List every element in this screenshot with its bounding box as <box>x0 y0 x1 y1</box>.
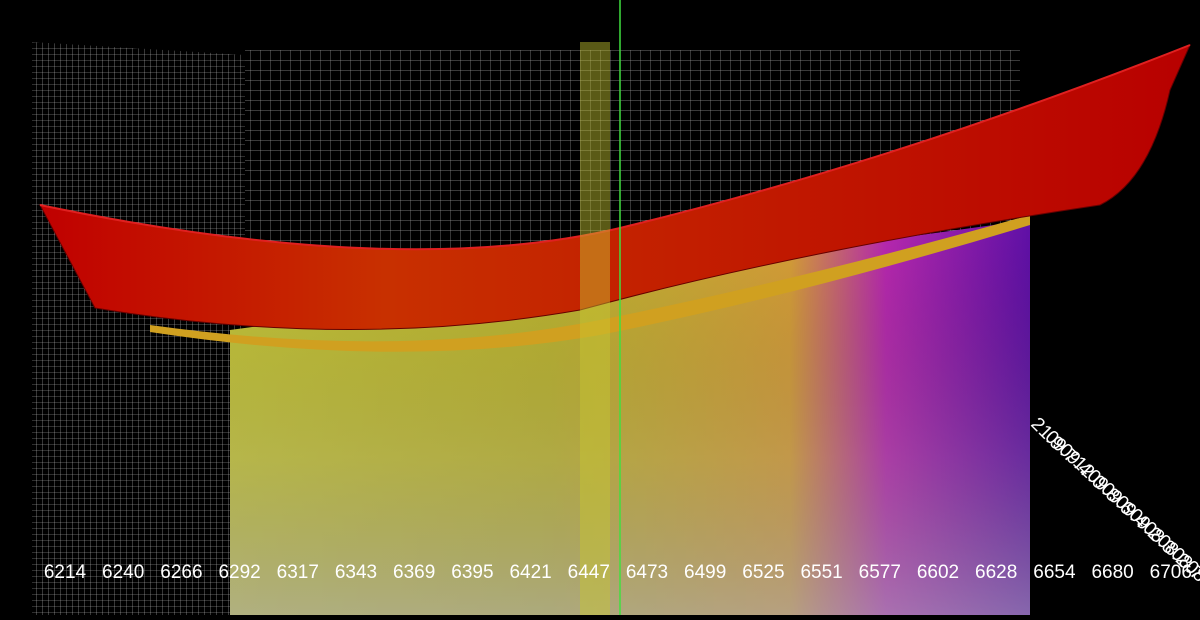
lower-ribbon <box>150 215 1030 352</box>
slice-plane <box>580 42 610 615</box>
x-axis-label: 6706 <box>1150 562 1192 583</box>
x-axis-label: 6266 <box>160 562 202 583</box>
x-axis-label: 6680 <box>1091 562 1133 583</box>
x-axis-label: 6473 <box>626 562 668 583</box>
x-axis-label: 6369 <box>393 562 435 583</box>
x-axis-label: 6421 <box>509 562 551 583</box>
x-axis-label: 6551 <box>800 562 842 583</box>
x-axis-label: 6447 <box>568 562 610 583</box>
x-axis-label: 6317 <box>277 562 319 583</box>
x-axis-label: 6292 <box>218 562 260 583</box>
x-axis-label: 6499 <box>684 562 726 583</box>
x-axis-label: 6525 <box>742 562 784 583</box>
axis-labels: 6214 6240 6266 6292 6317 6343 6369 6395 6421 6447… <box>44 414 1200 598</box>
x-axis-label: 6395 <box>451 562 493 583</box>
side-grid-wall <box>32 42 245 615</box>
x-axis-label: 6343 <box>335 562 377 583</box>
x-axis-label: 6602 <box>917 562 959 583</box>
x-axis-label: 6654 <box>1033 562 1076 583</box>
x-axis-label: 6214 <box>44 562 87 583</box>
x-axis-label: 6577 <box>859 562 901 583</box>
x-axis-label: 6628 <box>975 562 1017 583</box>
x-axis-label: 6240 <box>102 562 144 583</box>
